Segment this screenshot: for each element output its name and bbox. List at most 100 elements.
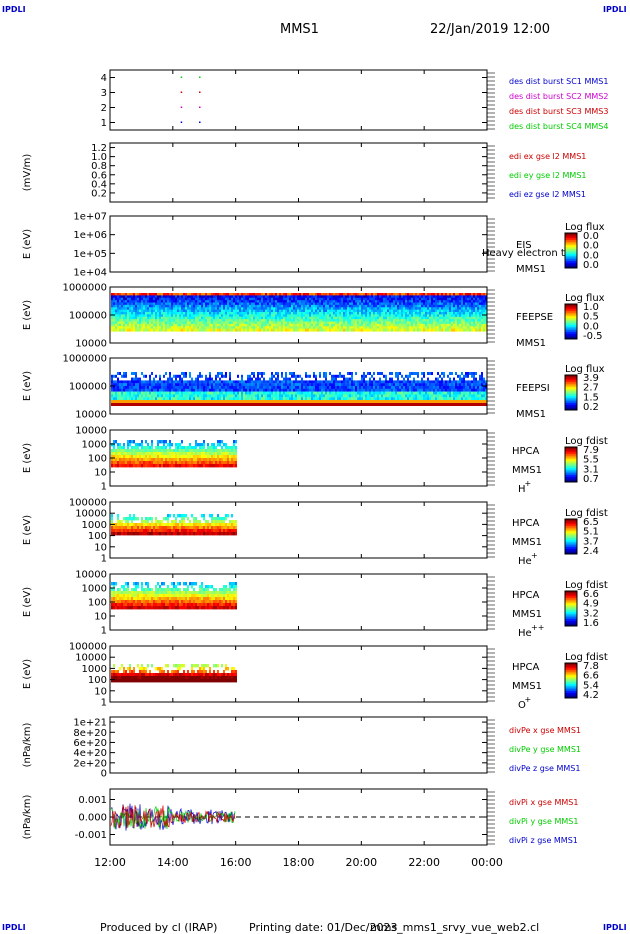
spectrogram-cell: [311, 400, 313, 403]
spectrogram-cell: [205, 293, 207, 296]
spectrogram-cell: [113, 388, 115, 392]
spectrogram-cell: [423, 309, 425, 313]
spectrogram-cell: [217, 397, 219, 401]
spectrogram-cell: [211, 383, 213, 387]
spectrogram-cell: [291, 319, 293, 323]
spectrogram-cell: [247, 391, 249, 395]
spectrogram-cell: [185, 304, 187, 308]
spectrogram-cell: [465, 293, 467, 296]
spectrogram-cell: [399, 321, 401, 325]
y-axis-label: E (eV): [22, 300, 33, 330]
spectrogram-cell: [283, 391, 285, 395]
spectrogram-cell: [289, 293, 291, 296]
spectrogram-cell: [387, 307, 389, 311]
spectrogram-cell: [355, 323, 357, 327]
spectrogram-cell: [247, 386, 249, 389]
spectrogram-cell: [485, 302, 487, 306]
spectrogram-cell: [445, 391, 447, 395]
spectrogram-cell: [281, 328, 283, 332]
spectrogram-cell: [147, 400, 149, 403]
spectrogram-cell: [139, 319, 141, 323]
spectrogram-cell: [375, 307, 377, 311]
spectrogram-cell: [461, 319, 463, 323]
spectrogram-cell: [429, 304, 431, 308]
spectrogram-cell: [443, 319, 445, 323]
spectrogram-cell: [381, 300, 383, 304]
spectrogram-cell: [127, 397, 129, 401]
spectrogram-cell: [383, 297, 385, 301]
spectrogram-cell: [383, 391, 385, 395]
spectrogram-cell: [123, 388, 125, 392]
spectrogram-cell: [281, 309, 283, 313]
spectrogram-cell: [143, 397, 145, 401]
spectrogram-cell: [263, 319, 265, 323]
spectrogram-cell: [397, 397, 399, 401]
spectrogram-cell: [251, 323, 253, 327]
spectrogram-cell: [333, 380, 335, 384]
spectrogram-cell: [203, 316, 205, 320]
spectrogram-cell: [135, 307, 137, 311]
spectrogram-cell: [233, 314, 235, 318]
colorbar-cell: [565, 252, 577, 255]
spectrogram-cell: [117, 304, 119, 308]
spectrogram-cell: [335, 302, 337, 306]
spectrogram-cell: [169, 372, 171, 375]
spectrogram-cell: [165, 400, 167, 403]
spectrogram-cell: [283, 321, 285, 325]
spectrogram-cell: [261, 386, 263, 389]
spectrogram-cell: [159, 391, 161, 395]
spectrogram-cell: [297, 328, 299, 332]
spectrogram-cell: [337, 293, 339, 296]
spectrogram-cell: [411, 295, 413, 299]
spectrogram-cell: [363, 323, 365, 327]
spectrogram-cell: [433, 312, 435, 315]
spectrogram-cell: [433, 300, 435, 304]
spectrogram-cell: [435, 309, 437, 313]
spectrogram-cell: [119, 391, 121, 395]
spectrogram-cell: [285, 326, 287, 330]
spectrogram-cell: [283, 297, 285, 301]
spectrogram-cell: [331, 307, 333, 311]
spectrogram-cell: [343, 321, 345, 325]
spectrogram-cell: [413, 372, 415, 375]
spectrogram-cell: [353, 314, 355, 318]
spectrogram-cell: [193, 380, 195, 384]
spectrogram-cell: [363, 326, 365, 330]
spectrogram-cell: [127, 314, 129, 318]
spectrogram-cell: [433, 295, 435, 299]
spectrogram-cell: [169, 388, 171, 392]
spectrogram-cell: [485, 312, 487, 315]
spectrogram-cell: [405, 383, 407, 387]
spectrogram-cell: [377, 391, 379, 395]
spectrogram-cell: [207, 300, 209, 304]
spectrogram-cell: [141, 309, 143, 313]
spectrogram-cell: [393, 400, 395, 403]
spectrogram-cell: [377, 316, 379, 320]
spectrogram-cell: [477, 293, 479, 296]
spectrogram-cell: [307, 297, 309, 301]
spectrogram-cell: [351, 391, 353, 395]
spectrogram-cell: [139, 316, 141, 320]
spectrogram-cell: [187, 319, 189, 323]
colorbar-cell: [565, 304, 577, 307]
spectrogram-cell: [459, 316, 461, 320]
spectrogram-cell: [447, 316, 449, 320]
spectrogram-cell: [285, 316, 287, 320]
spectrogram-cell: [455, 293, 457, 296]
spectrogram-cell: [307, 304, 309, 308]
spectrogram-cell: [401, 394, 403, 398]
spectrogram-cell: [163, 383, 165, 387]
spectrogram-cell: [421, 383, 423, 387]
spectrogram-cell: [317, 293, 319, 296]
spectrogram-cell: [237, 319, 239, 323]
spectrogram-cell: [411, 293, 413, 296]
spectrogram-cell: [341, 297, 343, 301]
spectrogram-cell: [381, 380, 383, 384]
spectrogram-cell: [411, 380, 413, 384]
spectrogram-cell: [117, 302, 119, 306]
spectrogram-cell: [397, 295, 399, 299]
spectrogram-cell: [211, 293, 213, 296]
spectrogram-cell: [341, 302, 343, 306]
spectrogram-cell: [315, 386, 317, 389]
spectrogram-cell: [249, 319, 251, 323]
